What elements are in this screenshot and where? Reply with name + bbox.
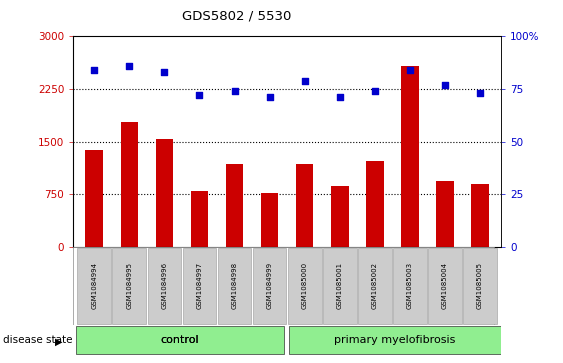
Bar	[120, 122, 138, 247]
Bar	[401, 66, 419, 247]
Bar	[155, 139, 173, 247]
Point	[265, 94, 274, 100]
Point	[195, 92, 204, 98]
Text: GSM1085003: GSM1085003	[407, 262, 413, 309]
FancyBboxPatch shape	[428, 248, 462, 324]
Point	[335, 94, 344, 100]
Text: GSM1085005: GSM1085005	[477, 262, 483, 309]
Text: GSM1084995: GSM1084995	[126, 262, 132, 309]
Bar	[288, 326, 501, 354]
FancyBboxPatch shape	[288, 248, 321, 324]
Text: control: control	[161, 335, 199, 345]
FancyBboxPatch shape	[253, 248, 287, 324]
FancyBboxPatch shape	[463, 248, 497, 324]
Bar	[191, 191, 208, 247]
Text: GSM1084998: GSM1084998	[231, 262, 238, 309]
Text: GSM1085004: GSM1085004	[442, 262, 448, 309]
Text: control: control	[161, 335, 199, 345]
Text: GSM1084999: GSM1084999	[267, 262, 272, 309]
FancyBboxPatch shape	[77, 248, 111, 324]
Bar	[226, 164, 243, 247]
Text: primary myelofibrosis: primary myelofibrosis	[334, 335, 455, 345]
Point	[90, 67, 99, 73]
FancyBboxPatch shape	[323, 248, 356, 324]
Bar	[86, 150, 103, 247]
Text: GSM1085002: GSM1085002	[372, 262, 378, 309]
Point	[300, 78, 309, 83]
Bar	[331, 187, 348, 247]
FancyBboxPatch shape	[113, 248, 146, 324]
Point	[230, 88, 239, 94]
Point	[440, 82, 449, 87]
Text: GSM1085001: GSM1085001	[337, 262, 343, 309]
Point	[370, 88, 379, 94]
FancyBboxPatch shape	[358, 248, 392, 324]
FancyBboxPatch shape	[218, 248, 251, 324]
FancyBboxPatch shape	[393, 248, 427, 324]
Bar	[296, 164, 314, 247]
Bar	[261, 193, 278, 247]
FancyBboxPatch shape	[148, 248, 181, 324]
Bar	[76, 326, 284, 354]
Bar	[471, 184, 489, 247]
Text: GSM1085000: GSM1085000	[302, 262, 307, 309]
Point	[125, 63, 134, 69]
Text: GSM1084996: GSM1084996	[162, 262, 167, 309]
Text: disease state: disease state	[3, 335, 72, 345]
Point	[476, 90, 485, 96]
Text: ▶: ▶	[55, 337, 63, 347]
Point	[160, 69, 169, 75]
Text: GDS5802 / 5530: GDS5802 / 5530	[182, 9, 291, 22]
Point	[405, 67, 414, 73]
Text: GSM1084994: GSM1084994	[91, 262, 97, 309]
Text: GSM1084997: GSM1084997	[196, 262, 203, 309]
FancyBboxPatch shape	[182, 248, 216, 324]
Bar	[436, 181, 454, 247]
Bar	[366, 160, 383, 247]
